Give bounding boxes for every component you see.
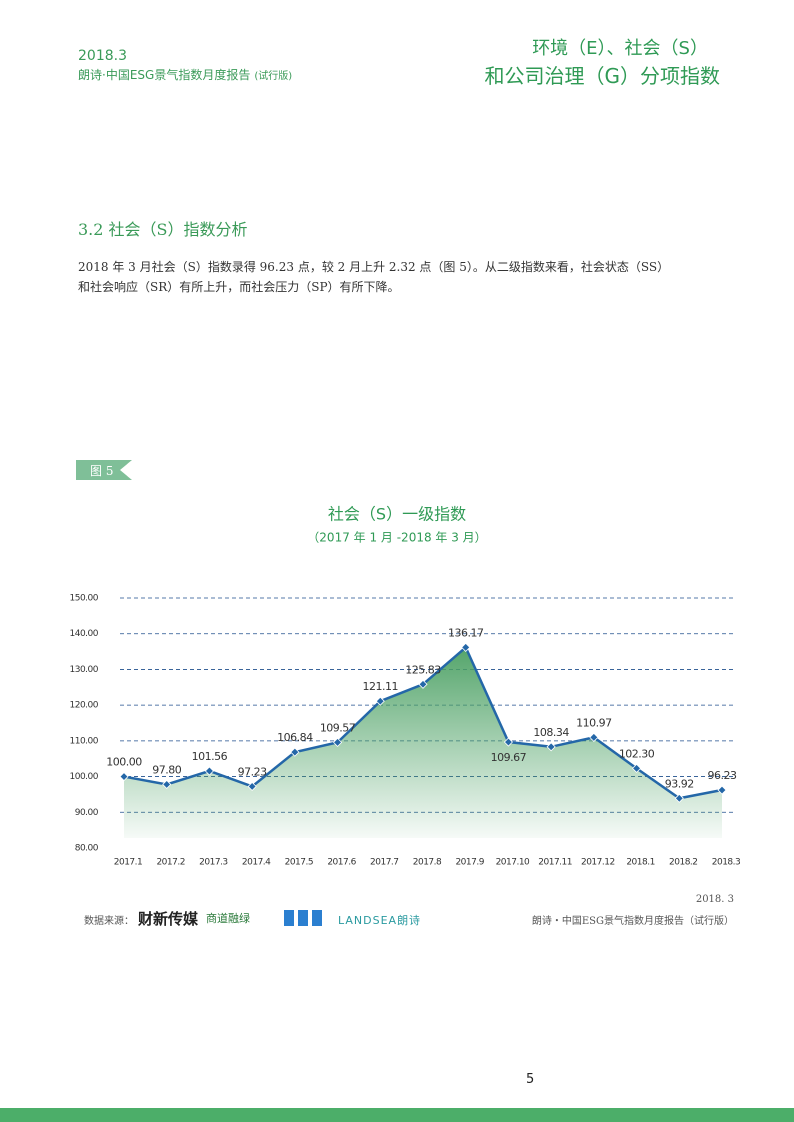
marker: [204, 766, 214, 776]
y-tick-label: 80.00: [75, 844, 99, 854]
marker: [674, 793, 684, 803]
x-tick-label: 2018.1: [626, 858, 655, 868]
value-label: 125.83: [405, 663, 441, 676]
section-title: 3.2 社会（S）指数分析: [78, 220, 248, 239]
header-date: 2018.3: [78, 48, 127, 64]
paragraph: 2018 年 3 月社会（S）指数录得 96.23 点，较 2 月上升 2.32…: [78, 260, 670, 274]
x-tick-label: 2018.3: [712, 858, 741, 868]
chart-title: 社会（S）一级指数: [328, 505, 466, 524]
value-label: 97.23: [238, 765, 267, 778]
tag-shape: [76, 460, 132, 480]
x-tick-label: 2017.9: [455, 858, 484, 868]
logo-mark: [284, 910, 322, 926]
marker: [375, 696, 385, 706]
logo-text: LANDSEA: [338, 914, 398, 927]
area: [124, 647, 722, 838]
value-label: 93.92: [665, 777, 694, 790]
value-label: 136.17: [448, 626, 484, 639]
topic-1: 环境（E）、社会（S）: [532, 38, 708, 59]
marker: [503, 737, 513, 747]
marker: [717, 785, 727, 795]
value-label: 108.34: [533, 726, 569, 739]
x-tick-label: 2017.6: [327, 858, 356, 868]
x-tick-label: 2017.11: [538, 858, 572, 868]
x-tick-label: 2017.8: [413, 858, 442, 868]
report-title: 朗诗·中国ESG景气指数月度报告: [78, 68, 251, 82]
x-tick-label: 2017.1: [114, 858, 143, 868]
y-tick-label: 90.00: [75, 808, 99, 818]
logo: 财新传媒: [138, 910, 199, 928]
bottom-band: [0, 1108, 794, 1122]
figure-label: 图 5: [90, 464, 114, 478]
logo-text: 朗诗: [397, 914, 422, 927]
marker: [162, 779, 172, 789]
marker: [589, 732, 599, 742]
value-label: 100.00: [106, 756, 142, 769]
value-label: 97.80: [152, 763, 181, 776]
marker: [418, 679, 428, 689]
x-tick-label: 2017.12: [581, 858, 615, 868]
x-tick-label: 2018.2: [669, 858, 698, 868]
value-label: 102.30: [619, 747, 655, 760]
logo: 商道融绿: [206, 912, 250, 925]
value-label: 121.11: [363, 680, 399, 693]
header-report: 朗诗·中国ESG景气指数月度报告 (试行版): [78, 66, 292, 83]
y-tick-label: 100.00: [70, 772, 99, 782]
footer-date: 2018. 3: [695, 894, 734, 905]
x-tick-label: 2017.7: [370, 858, 399, 868]
marker: [333, 737, 343, 747]
x-tick-label: 2017.3: [199, 858, 228, 868]
value-label: 109.67: [491, 751, 527, 764]
y-tick-label: 110.00: [70, 736, 99, 746]
marker: [632, 763, 642, 773]
value-label: 110.97: [576, 716, 612, 729]
figure-tag: [76, 460, 132, 480]
paragraph: 和社会响应（SR）有所上升，而社会压力（SP）有所下降。: [78, 280, 400, 294]
marker: [247, 781, 257, 792]
marker: [119, 772, 129, 782]
x-tick-label: 2017.2: [156, 858, 185, 868]
report-note: (试行版): [254, 71, 293, 82]
value-label: 96.23: [708, 769, 737, 782]
y-tick-label: 150.00: [70, 594, 99, 604]
source-label: 数据来源：: [84, 916, 134, 927]
marker: [290, 747, 300, 757]
x-tick-label: 2017.4: [242, 858, 271, 868]
logo: LANDSEA朗诗: [338, 912, 421, 928]
value-label: 101.56: [192, 750, 228, 763]
y-tick-label: 120.00: [70, 701, 99, 711]
x-tick-label: 2017.5: [285, 858, 314, 868]
chart: 社会（S）一级指数 （2017 年 1 月 -2018 年 3 月） 80.00…: [70, 505, 741, 868]
x-tick-label: 2017.10: [496, 858, 530, 868]
marker: [546, 742, 556, 752]
chart-subtitle: （2017 年 1 月 -2018 年 3 月）: [307, 531, 486, 545]
footer-report: 朗诗・中国ESG景气指数月度报告（试行版）: [531, 916, 734, 927]
y-tick-label: 130.00: [70, 665, 99, 675]
marker: [461, 642, 471, 652]
value-label: 109.57: [320, 721, 356, 734]
page-number: 5: [526, 1072, 535, 1087]
value-label: 106.84: [277, 731, 313, 744]
y-tick-label: 140.00: [70, 629, 99, 639]
topic-2: 和公司治理（G）分项指数: [484, 64, 721, 88]
